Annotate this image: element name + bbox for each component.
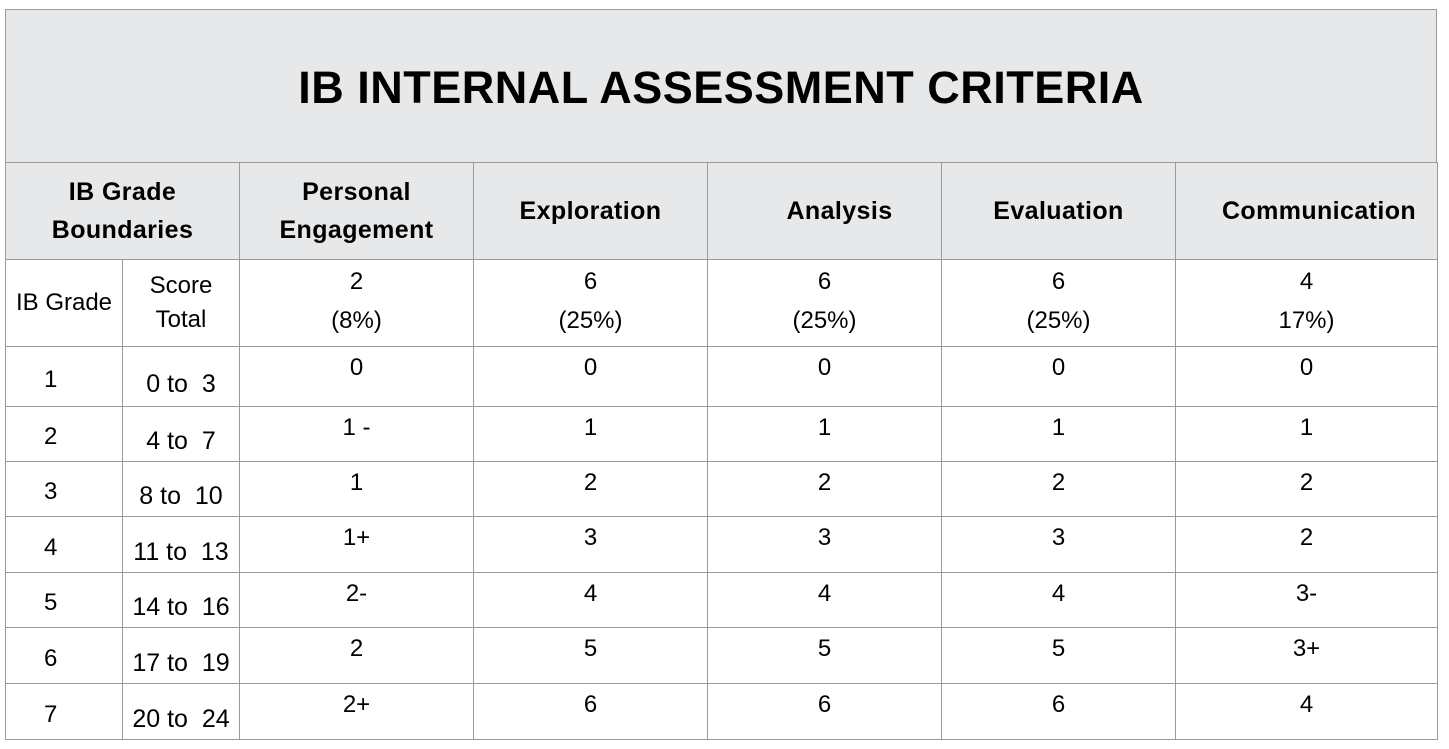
header-personal-engagement: Personal Engagement <box>239 162 474 260</box>
table-row: 6 17 to 19 2 5 5 5 3+ <box>5 627 1438 684</box>
score-range-cell: 8 to 10 <box>122 461 240 517</box>
mark-cell-communication: 3+ <box>1175 627 1438 684</box>
max-marks-personal-engagement: 2 (8%) <box>239 259 474 347</box>
mark-cell-analysis: 2 <box>707 461 942 517</box>
mark-cell-communication: 4 <box>1175 683 1438 740</box>
header-communication: Communication <box>1175 162 1438 260</box>
mark-cell-exploration: 6 <box>473 683 708 740</box>
score-range-cell: 14 to 16 <box>122 572 240 628</box>
mark-cell-personal-engagement: 1 - <box>239 406 474 462</box>
mark-cell-exploration: 2 <box>473 461 708 517</box>
table-row: 5 14 to 16 2- 4 4 4 3- <box>5 572 1438 628</box>
mark-cell-analysis: 4 <box>707 572 942 628</box>
grade-cell: 7 <box>5 683 123 740</box>
header-row: IB Grade Boundaries Personal Engagement … <box>5 162 1438 260</box>
mark-cell-evaluation: 1 <box>941 406 1176 462</box>
mark-cell-analysis: 0 <box>707 346 942 407</box>
mark-cell-analysis: 5 <box>707 627 942 684</box>
mark-cell-exploration: 1 <box>473 406 708 462</box>
mark-cell-evaluation: 3 <box>941 516 1176 573</box>
mark-cell-evaluation: 4 <box>941 572 1176 628</box>
grade-cell: 6 <box>5 627 123 684</box>
mark-cell-communication: 1 <box>1175 406 1438 462</box>
subheader-score-total: Score Total <box>122 259 240 347</box>
mark-cell-communication: 2 <box>1175 516 1438 573</box>
criteria-table: IB Grade Boundaries Personal Engagement … <box>5 162 1438 740</box>
header-analysis: Analysis <box>707 162 942 260</box>
mark-cell-analysis: 3 <box>707 516 942 573</box>
subheader-grade: IB Grade <box>5 259 123 347</box>
mark-cell-evaluation: 6 <box>941 683 1176 740</box>
score-range-cell: 17 to 19 <box>122 627 240 684</box>
score-range-cell: 4 to 7 <box>122 406 240 462</box>
mark-cell-evaluation: 5 <box>941 627 1176 684</box>
mark-cell-personal-engagement: 2 <box>239 627 474 684</box>
score-range-cell: 0 to 3 <box>122 346 240 407</box>
score-range-cell: 20 to 24 <box>122 683 240 740</box>
grade-cell: 2 <box>5 406 123 462</box>
mark-cell-exploration: 0 <box>473 346 708 407</box>
grade-cell: 4 <box>5 516 123 573</box>
mark-cell-analysis: 6 <box>707 683 942 740</box>
mark-cell-personal-engagement: 2- <box>239 572 474 628</box>
max-marks-evaluation: 6 (25%) <box>941 259 1176 347</box>
page-title: IB INTERNAL ASSESSMENT CRITERIA <box>298 62 1144 113</box>
score-range-cell: 11 to 13 <box>122 516 240 573</box>
mark-cell-personal-engagement: 1+ <box>239 516 474 573</box>
max-marks-exploration: 6 (25%) <box>473 259 708 347</box>
mark-cell-analysis: 1 <box>707 406 942 462</box>
max-marks-communication: 4 17%) <box>1175 259 1438 347</box>
header-boundaries: IB Grade Boundaries <box>5 162 240 260</box>
mark-cell-exploration: 3 <box>473 516 708 573</box>
table-row: 7 20 to 24 2+ 6 6 6 4 <box>5 683 1438 740</box>
mark-cell-personal-engagement: 1 <box>239 461 474 517</box>
header-exploration: Exploration <box>473 162 708 260</box>
header-evaluation: Evaluation <box>941 162 1176 260</box>
table-row: 4 11 to 13 1+ 3 3 3 2 <box>5 516 1438 573</box>
mark-cell-exploration: 4 <box>473 572 708 628</box>
mark-cell-personal-engagement: 2+ <box>239 683 474 740</box>
grade-cell: 5 <box>5 572 123 628</box>
mark-cell-exploration: 5 <box>473 627 708 684</box>
grade-cell: 1 <box>5 346 123 407</box>
mark-cell-communication: 0 <box>1175 346 1438 407</box>
mark-cell-personal-engagement: 0 <box>239 346 474 407</box>
mark-cell-communication: 3- <box>1175 572 1438 628</box>
grade-cell: 3 <box>5 461 123 517</box>
title-banner: IB INTERNAL ASSESSMENT CRITERIA <box>5 9 1437 163</box>
max-marks-analysis: 6 (25%) <box>707 259 942 347</box>
mark-cell-communication: 2 <box>1175 461 1438 517</box>
assessment-sheet: IB INTERNAL ASSESSMENT CRITERIA IB Grade… <box>5 9 1438 740</box>
subheader-row: IB Grade Score Total 2 (8%) 6 (25%) 6 (2… <box>5 259 1438 347</box>
mark-cell-evaluation: 2 <box>941 461 1176 517</box>
mark-cell-evaluation: 0 <box>941 346 1176 407</box>
